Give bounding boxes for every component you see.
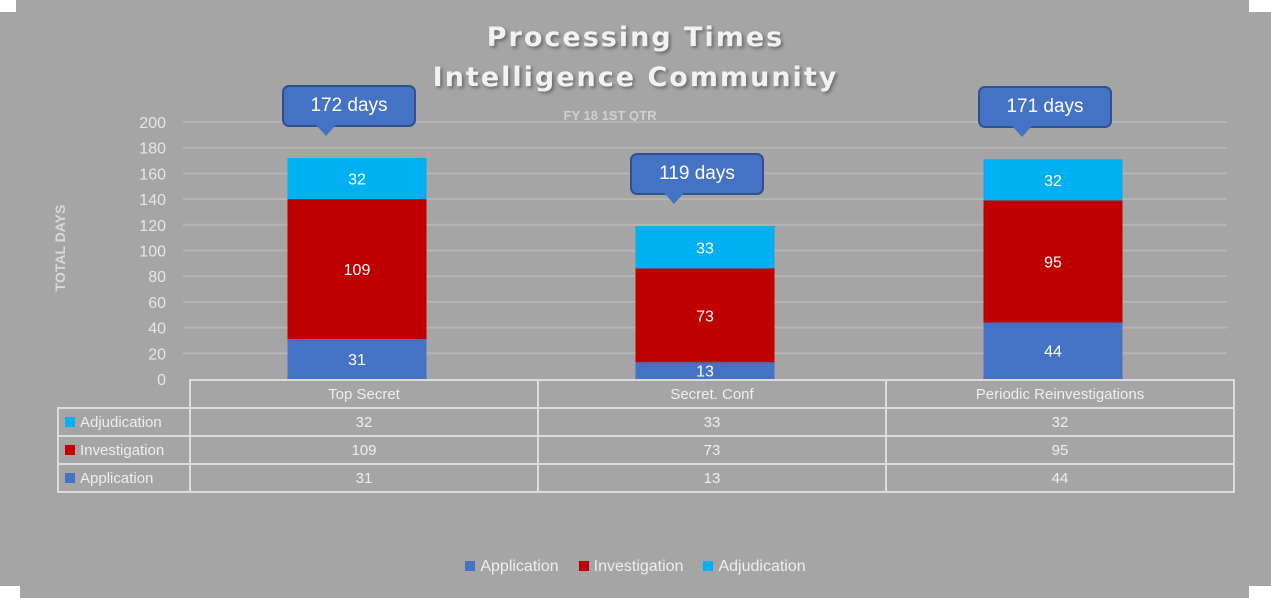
- table-corner: [58, 380, 191, 408]
- y-tick-label: 60: [148, 295, 166, 312]
- data-label: 44: [1044, 344, 1062, 361]
- table-cell: 95: [885, 435, 1235, 465]
- table-cell: 109: [189, 435, 539, 465]
- data-label: 32: [1044, 173, 1062, 190]
- y-tick-label: 40: [148, 321, 166, 338]
- table-row: Investigation 109 73 95: [57, 435, 1235, 465]
- table-cell: 73: [537, 435, 887, 465]
- category-label: Secret. Conf: [537, 379, 887, 409]
- chart-title: Processing Times Intelligence Community: [0, 18, 1271, 98]
- y-tick-label: 20: [148, 346, 166, 363]
- series-row-header: Investigation: [57, 435, 191, 465]
- y-tick-label: 180: [139, 141, 166, 158]
- y-tick-label: 140: [139, 192, 166, 209]
- corner-mark: [1249, 586, 1271, 598]
- category-label: Periodic Reinvestigations: [885, 379, 1235, 409]
- data-label: 31: [348, 352, 366, 369]
- legend-swatch: [465, 561, 476, 571]
- bar-investigation: [635, 268, 775, 363]
- bar-adjudication: [983, 159, 1123, 201]
- bar-application: [287, 339, 427, 379]
- category-label: Top Secret: [189, 379, 539, 409]
- series-name: Adjudication: [80, 413, 162, 431]
- y-tick-label: 100: [139, 244, 166, 261]
- bar-investigation: [287, 199, 427, 340]
- table-cell: 32: [189, 407, 539, 437]
- legend-swatch: [578, 561, 589, 571]
- bar-application: [635, 362, 775, 379]
- legend-swatch: [703, 561, 714, 571]
- y-tick-label: 200: [139, 115, 166, 132]
- series-row-header: Adjudication: [57, 407, 191, 437]
- series-name: Application: [80, 469, 154, 487]
- total-callout: 171 days: [978, 86, 1112, 138]
- corner-mark: [0, 586, 20, 598]
- legend-item: Adjudication: [703, 558, 806, 575]
- series-name: Investigation: [80, 441, 165, 459]
- data-label: 95: [1044, 254, 1062, 271]
- table-cell: 31: [189, 463, 539, 493]
- legend-item: Application: [465, 558, 559, 575]
- table-header-row: Top Secret Secret. Conf Periodic Reinvesti…: [58, 379, 1235, 409]
- bar-adjudication: [635, 226, 775, 269]
- legend: Application Investigation Adjudication: [0, 558, 1271, 576]
- y-tick-label: 80: [148, 269, 166, 286]
- data-label: 13: [696, 364, 714, 381]
- table-cell: 33: [537, 407, 887, 437]
- bar-adjudication: [287, 157, 427, 200]
- legend-item: Investigation: [578, 558, 684, 575]
- table-row: Adjudication 32 33 32: [57, 407, 1235, 437]
- y-tick-label: 120: [139, 218, 166, 235]
- table-row: Application 31 13 44: [57, 463, 1235, 493]
- legend-label: Application: [480, 558, 559, 575]
- y-tick-label: 160: [139, 166, 166, 183]
- bar-application: [983, 322, 1123, 379]
- bar-investigation: [983, 200, 1123, 323]
- chart-title-line-2: Intelligence Community: [432, 62, 839, 93]
- series-row-header: Application: [57, 463, 191, 493]
- data-label: 32: [348, 172, 366, 189]
- series-swatch: [65, 472, 75, 483]
- total-callout: 172 days: [282, 84, 416, 136]
- data-table: Top Secret Secret. Conf Periodic Reinvesti…: [57, 379, 1235, 493]
- table-cell: 32: [885, 407, 1235, 437]
- legend-label: Adjudication: [718, 558, 806, 575]
- series-swatch: [65, 444, 75, 455]
- table-cell: 44: [885, 463, 1235, 493]
- data-label: 73: [696, 308, 714, 325]
- data-label: 109: [344, 262, 371, 279]
- legend-label: Investigation: [593, 558, 684, 575]
- corner-mark: [1249, 0, 1271, 12]
- series-swatch: [65, 416, 75, 427]
- total-callout: 119 days: [630, 153, 764, 205]
- chart-title-line-1: Processing Times: [486, 22, 785, 53]
- data-label: 33: [696, 240, 714, 257]
- table-cell: 13: [537, 463, 887, 493]
- corner-mark: [0, 0, 16, 12]
- chart-subtitle: FY 18 1ST QTR: [563, 108, 657, 123]
